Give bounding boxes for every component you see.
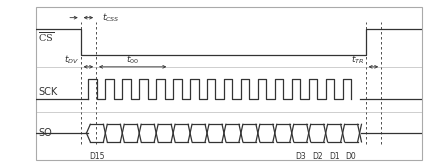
Text: $\overline{\mathregular{CS}}$: $\overline{\mathregular{CS}}$ bbox=[39, 31, 54, 44]
Text: D0: D0 bbox=[346, 151, 357, 160]
Text: SO: SO bbox=[39, 128, 52, 138]
Text: $t_{00}$: $t_{00}$ bbox=[126, 53, 139, 65]
Text: $t_{DV}$: $t_{DV}$ bbox=[64, 53, 79, 65]
Text: D1: D1 bbox=[329, 151, 339, 160]
Text: D3: D3 bbox=[295, 151, 306, 160]
Text: $t_{CSS}$: $t_{CSS}$ bbox=[102, 11, 120, 24]
Text: $t_{TR}$: $t_{TR}$ bbox=[351, 53, 364, 65]
Text: D15: D15 bbox=[89, 151, 104, 160]
Text: D2: D2 bbox=[312, 151, 323, 160]
Bar bbox=[36, 7, 422, 160]
Text: SCK: SCK bbox=[39, 87, 57, 97]
